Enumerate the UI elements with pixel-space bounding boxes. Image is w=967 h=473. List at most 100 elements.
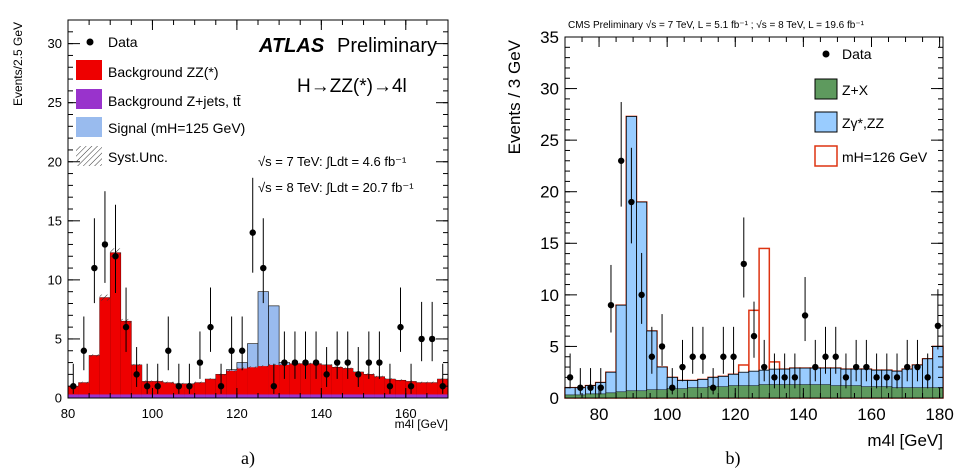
x-tick-label: 180 <box>925 405 953 424</box>
cms-data-point <box>924 374 931 381</box>
atlas-syst-unc-band <box>99 294 111 301</box>
y-tick-label: 30 <box>540 80 559 99</box>
atlas-data-point <box>428 335 436 343</box>
atlas-zz-bar <box>226 370 237 398</box>
atlas-data-point <box>228 347 235 354</box>
atlas-zz-bar <box>194 382 206 398</box>
atlas-data-point <box>133 371 140 378</box>
cms-legend-zz-swatch <box>814 111 838 133</box>
atlas-syst-unc-band <box>89 354 100 357</box>
atlas-zjets-bar <box>68 394 79 398</box>
atlas-legend-syst: Syst.Unc. <box>108 149 168 165</box>
cms-data-point <box>730 353 737 360</box>
cms-x-axis-label: m4l [GeV] <box>867 431 943 450</box>
cms-data-point <box>648 353 656 360</box>
atlas-legend-zz-swatch <box>76 60 102 80</box>
cms-legend-signal-swatch <box>814 145 838 167</box>
atlas-zz-bar <box>258 366 269 398</box>
atlas-data-point <box>175 382 183 390</box>
atlas-legend-signal: Signal (mH=125 GeV) <box>108 120 245 136</box>
atlas-zjets-bar <box>331 394 343 398</box>
atlas-zjets-bar <box>89 394 100 398</box>
cms-zx-bar <box>809 384 821 399</box>
atlas-x-axis-label: m4l [GeV] <box>395 417 448 431</box>
y-tick-label: 15 <box>540 234 559 253</box>
atlas-data-point <box>154 382 161 390</box>
cms-zx-bar <box>717 386 729 399</box>
cms-zx-bar <box>646 389 658 399</box>
atlas-zjets-bar <box>163 394 174 398</box>
atlas-data-point <box>217 382 225 390</box>
atlas-data-point <box>80 347 88 354</box>
atlas-data-point <box>291 359 299 366</box>
atlas-data-point <box>249 229 256 236</box>
atlas-syst-unc-band <box>205 378 216 381</box>
cms-data-point <box>801 312 809 319</box>
cms-data-point <box>720 353 727 360</box>
atlas-zjets-bar <box>258 394 269 398</box>
atlas-zjets-bar <box>395 394 406 398</box>
atlas-syst-unc-band <box>226 369 237 372</box>
y-tick-label: 0 <box>55 391 62 406</box>
cms-data-point <box>699 353 707 360</box>
atlas-zjets-bar <box>405 394 417 398</box>
atlas-panel: 80 100 120 140 160 0 5 10 15 20 25 30 Events/2.5 Ge… <box>11 19 449 469</box>
atlas-zjets-bar <box>374 394 385 398</box>
atlas-data-point <box>407 382 415 390</box>
cms-zx-bar <box>738 385 750 399</box>
cms-y-axis-label: Events / 3 GeV <box>505 39 524 154</box>
atlas-zjets-bar <box>300 394 311 398</box>
atlas-zz-bar <box>279 364 290 398</box>
cms-data-point <box>689 353 696 360</box>
atlas-syst-unc-band <box>395 379 406 382</box>
atlas-zjets-bar <box>416 394 427 398</box>
cms-zx-bar <box>901 387 913 399</box>
y-tick-label: 10 <box>540 286 559 305</box>
cms-data-point <box>617 157 625 164</box>
atlas-experiment-label: ATLAS <box>258 35 325 57</box>
cms-data-point <box>577 384 584 391</box>
x-tick-label: 100 <box>653 405 681 424</box>
cms-zx-bar <box>677 388 688 399</box>
cms-header-label: CMS Preliminary √s = 7 TeV, L = 5.1 fb⁻¹… <box>568 19 865 31</box>
x-tick-label: 100 <box>142 406 164 421</box>
atlas-zz-bar <box>110 252 121 398</box>
cms-data-point <box>914 363 921 371</box>
atlas-data-point <box>333 359 341 366</box>
atlas-zz-bar <box>89 355 100 398</box>
atlas-legend-data-marker <box>86 38 94 46</box>
atlas-zjets-bar <box>78 394 90 398</box>
cms-zx-bar <box>850 385 862 399</box>
cms-data-point <box>863 363 870 371</box>
atlas-legend-signal-swatch <box>76 117 102 137</box>
atlas-legend-zjets: Background Z+jets, tt̄ <box>108 93 241 109</box>
atlas-zjets-bar <box>194 394 206 398</box>
atlas-data-point <box>418 335 425 343</box>
atlas-zz-bar <box>236 368 248 398</box>
atlas-zz-bar <box>426 382 438 398</box>
atlas-zjets-bar <box>226 394 237 398</box>
atlas-data-point <box>91 264 98 272</box>
cms-plot-frame <box>564 36 944 399</box>
cms-zx-bar <box>881 386 893 399</box>
cms-data-point <box>658 343 666 350</box>
atlas-zz-bar <box>395 380 406 398</box>
cms-zx-bar <box>922 387 934 399</box>
cms-data-point <box>679 363 686 371</box>
cms-data-point <box>638 291 645 299</box>
atlas-zz-bar <box>120 321 132 398</box>
atlas-data-point <box>323 371 330 378</box>
cms-zx-bar <box>636 390 647 399</box>
atlas-zz-bar <box>342 368 353 398</box>
cms-zx-bar <box>585 393 596 399</box>
atlas-syst-unc-band <box>247 366 258 369</box>
atlas-zz-bar <box>310 363 322 398</box>
atlas-syst-unc-band <box>426 381 438 384</box>
cms-zz-bar <box>615 304 627 399</box>
atlas-data-point <box>312 359 320 366</box>
atlas-zz-bar <box>247 367 258 398</box>
atlas-zjets-bar <box>247 394 258 398</box>
x-tick-label: 80 <box>590 405 609 424</box>
cms-zx-bar <box>687 387 699 399</box>
cms-legend-zx: Z+X <box>842 82 869 98</box>
